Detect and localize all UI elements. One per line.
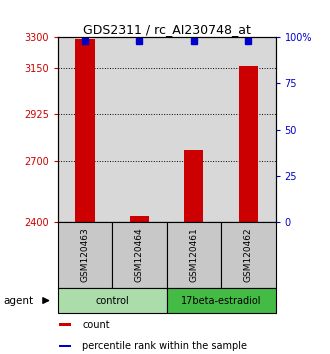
Bar bbox=[58, 222, 112, 288]
Bar bbox=[112, 222, 167, 288]
Title: GDS2311 / rc_AI230748_at: GDS2311 / rc_AI230748_at bbox=[83, 23, 250, 36]
Bar bbox=[58, 288, 167, 313]
Bar bbox=[167, 288, 276, 313]
Text: count: count bbox=[82, 320, 110, 330]
Bar bbox=[184, 150, 203, 222]
Bar bbox=[167, 222, 221, 288]
Text: GSM120463: GSM120463 bbox=[81, 228, 89, 282]
Text: control: control bbox=[95, 296, 129, 306]
Bar bbox=[221, 222, 276, 288]
Text: GSM120462: GSM120462 bbox=[244, 228, 253, 282]
Bar bbox=[130, 216, 149, 222]
Text: GSM120464: GSM120464 bbox=[135, 228, 144, 282]
Text: agent: agent bbox=[3, 296, 33, 306]
Text: 17beta-estradiol: 17beta-estradiol bbox=[181, 296, 261, 306]
Text: percentile rank within the sample: percentile rank within the sample bbox=[82, 341, 248, 351]
Bar bbox=[59, 345, 71, 347]
Bar bbox=[239, 66, 258, 222]
Bar bbox=[76, 39, 94, 222]
Bar bbox=[59, 324, 71, 326]
Text: GSM120461: GSM120461 bbox=[189, 228, 198, 282]
